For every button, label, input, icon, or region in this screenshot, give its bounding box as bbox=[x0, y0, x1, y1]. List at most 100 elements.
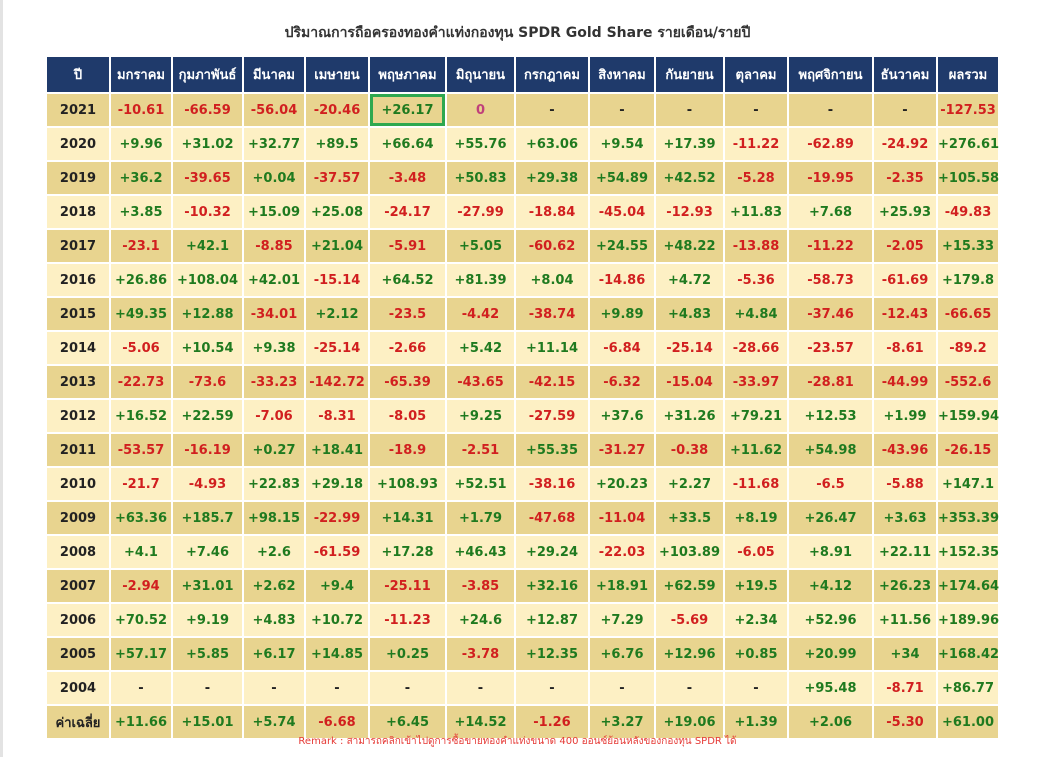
value-cell: +6.17 bbox=[244, 638, 304, 670]
value-cell: +4.12 bbox=[789, 570, 872, 602]
table-row: 2005 +57.17 +5.85 +6.17 +14.85 +0.25 -3.78 +12.… bbox=[47, 638, 999, 670]
value-cell: -10.32 bbox=[173, 196, 242, 228]
value-cell: -8.61 bbox=[874, 332, 936, 364]
value-cell: +21.04 bbox=[306, 230, 368, 262]
value-cell: - bbox=[516, 94, 588, 126]
year-cell: 2018 bbox=[47, 196, 109, 228]
value-cell: +2.62 bbox=[244, 570, 304, 602]
value-cell: -11.23 bbox=[370, 604, 445, 636]
value-cell: +15.09 bbox=[244, 196, 304, 228]
value-cell: +25.93 bbox=[874, 196, 936, 228]
value-cell: +89.5 bbox=[306, 128, 368, 160]
value-cell: -22.73 bbox=[111, 366, 171, 398]
value-cell: - bbox=[590, 94, 654, 126]
header-month: มกราคม bbox=[111, 57, 171, 92]
value-cell: +55.35 bbox=[516, 434, 588, 466]
value-cell: +64.52 bbox=[370, 264, 445, 296]
value-cell: -15.04 bbox=[656, 366, 723, 398]
value-cell: -2.94 bbox=[111, 570, 171, 602]
year-cell: 2012 bbox=[47, 400, 109, 432]
table-row: 2013 -22.73 -73.6 -33.23 -142.72 -65.39 -43.65… bbox=[47, 366, 998, 398]
value-cell: +0.25 bbox=[370, 638, 445, 670]
value-cell: +7.46 bbox=[173, 536, 242, 568]
value-cell: +50.83 bbox=[447, 162, 514, 194]
table-row: 2004- - - - - - - - - - +95.48 -8.71 +86.77 bbox=[47, 672, 998, 704]
value-cell: -10.61 bbox=[111, 94, 171, 126]
value-cell: -33.97 bbox=[725, 366, 787, 398]
total-cell: -49.83 bbox=[938, 196, 998, 228]
value-cell: +9.89 bbox=[590, 298, 654, 330]
year-cell: 2017 bbox=[47, 230, 109, 262]
value-cell: +3.85 bbox=[111, 196, 171, 228]
value-cell: -56.04 bbox=[244, 94, 304, 126]
value-cell: -62.89 bbox=[789, 128, 872, 160]
value-cell: -28.81 bbox=[789, 366, 872, 398]
value-cell: - bbox=[516, 672, 588, 704]
header-month: เมษายน bbox=[306, 57, 368, 92]
value-cell: +29.18 bbox=[306, 468, 368, 500]
remark-link[interactable]: Remark : สามารถคลิกเข้าไปดูการซื้อขายทอง… bbox=[298, 736, 737, 747]
value-cell: -12.93 bbox=[656, 196, 723, 228]
value-cell: +70.52 bbox=[111, 604, 171, 636]
value-cell: +49.35 bbox=[111, 298, 171, 330]
value-cell: +3.63 bbox=[874, 502, 936, 534]
value-cell: +17.39 bbox=[656, 128, 723, 160]
value-cell: -5.30 bbox=[874, 706, 936, 738]
value-cell: -5.06 bbox=[111, 332, 171, 364]
value-cell: -25.11 bbox=[370, 570, 445, 602]
value-cell: +26.86 bbox=[111, 264, 171, 296]
value-cell: -8.71 bbox=[874, 672, 936, 704]
value-cell: -5.91 bbox=[370, 230, 445, 262]
value-cell: -4.42 bbox=[447, 298, 514, 330]
value-cell: +52.51 bbox=[447, 468, 514, 500]
value-cell: -2.35 bbox=[874, 162, 936, 194]
year-cell: ค่าเฉลี่ย bbox=[47, 706, 109, 738]
value-cell: -7.06 bbox=[244, 400, 304, 432]
total-cell: +86.77 bbox=[938, 672, 998, 704]
value-cell: - bbox=[447, 672, 514, 704]
value-cell: -23.1 bbox=[111, 230, 171, 262]
value-cell: +8.04 bbox=[516, 264, 588, 296]
value-cell: -23.57 bbox=[789, 332, 872, 364]
value-cell: +4.72 bbox=[656, 264, 723, 296]
year-cell: 2011 bbox=[47, 434, 109, 466]
value-cell: -0.38 bbox=[656, 434, 723, 466]
value-cell: -4.93 bbox=[173, 468, 242, 500]
value-cell: -21.7 bbox=[111, 468, 171, 500]
value-cell: +7.29 bbox=[590, 604, 654, 636]
value-cell: +34 bbox=[874, 638, 936, 670]
value-cell: -66.59 bbox=[173, 94, 242, 126]
value-cell: +11.56 bbox=[874, 604, 936, 636]
value-cell: -5.28 bbox=[725, 162, 787, 194]
value-cell: -2.66 bbox=[370, 332, 445, 364]
value-cell: - bbox=[173, 672, 242, 704]
value-cell: -53.57 bbox=[111, 434, 171, 466]
value-cell: +42.1 bbox=[173, 230, 242, 262]
value-cell: +48.22 bbox=[656, 230, 723, 262]
value-cell: -3.48 bbox=[370, 162, 445, 194]
value-cell: -19.95 bbox=[789, 162, 872, 194]
table-row: 2012 +16.52 +22.59 -7.06 -8.31 -8.05 +9.25 -27.… bbox=[47, 400, 999, 432]
header-month: สิงหาคม bbox=[590, 57, 654, 92]
value-cell: +14.85 bbox=[306, 638, 368, 670]
value-cell: +42.52 bbox=[656, 162, 723, 194]
value-cell: -24.92 bbox=[874, 128, 936, 160]
table-row: 2011 -53.57 -16.19 +0.27 +18.41 -18.9 -2.51 +55… bbox=[47, 434, 998, 466]
value-cell: +11.66 bbox=[111, 706, 171, 738]
value-cell: +9.38 bbox=[244, 332, 304, 364]
value-cell: -11.04 bbox=[590, 502, 654, 534]
value-cell: +9.19 bbox=[173, 604, 242, 636]
total-cell: +147.1 bbox=[938, 468, 998, 500]
table-row: 2009 +63.36 +185.7 +98.15 -22.99 +14.31 +1.79-… bbox=[47, 502, 999, 534]
total-cell: +276.61 bbox=[938, 128, 999, 160]
value-cell: +9.4 bbox=[306, 570, 368, 602]
header-total: ผลรวม bbox=[938, 57, 998, 92]
value-cell: +8.91 bbox=[789, 536, 872, 568]
value-cell: +4.83 bbox=[656, 298, 723, 330]
table-row: 2018 +3.85 -10.32 +15.09 +25.08 -24.17 -27.99-… bbox=[47, 196, 998, 228]
value-cell: +18.41 bbox=[306, 434, 368, 466]
value-cell: - bbox=[111, 672, 171, 704]
value-cell: +2.34 bbox=[725, 604, 787, 636]
table-row: 2017 -23.1 +42.1 -8.85 +21.04 -5.91 +5.05 -60.6… bbox=[47, 230, 998, 262]
table-row: 2015 +49.35 +12.88 -34.01 +2.12 -23.5 -4.42 -38… bbox=[47, 298, 998, 330]
